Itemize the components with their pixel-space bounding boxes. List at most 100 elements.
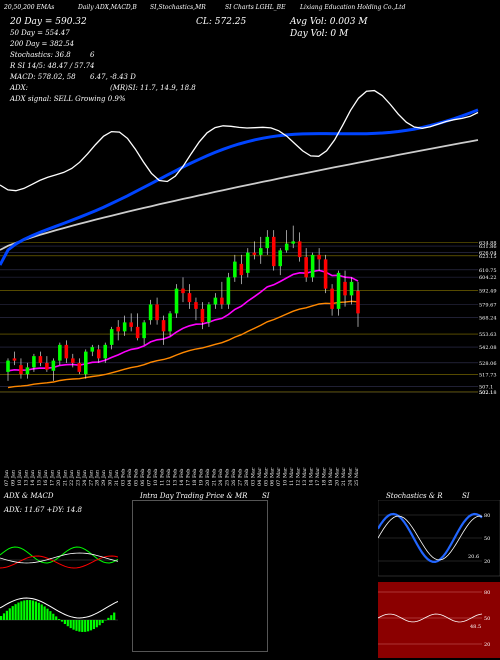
adx-signal-label: ADX signal: SELL Growing 0.9% [9,95,126,103]
date-label: 07 Feb [147,469,153,486]
level-label: 626.04 [479,251,497,257]
date-label: 15 Jan [36,469,42,486]
candle-body [83,351,88,375]
macd-line [0,597,118,619]
date-label: 29 Jan [101,469,107,486]
chart-background [0,0,500,500]
date-label: 10 Mar [283,467,289,486]
candle-body [284,243,289,251]
date-label: 07 Jan [4,469,10,486]
macd-bar [49,611,52,620]
rsi-label: R SI 14/5: 48.47 / 57.74 [9,62,94,70]
ema50-line [0,108,479,266]
level-label: 610.75 [479,268,497,274]
bb-line [7,269,359,372]
stoch-k: 6 [90,51,95,59]
date-label: 20 Feb [205,469,211,486]
date-label: 13 Feb [173,469,179,486]
candle-body [233,261,237,278]
candle-body [19,365,23,375]
macd-bar [107,617,110,620]
date-label: 24 Jan [82,469,88,486]
candle-body [168,313,172,332]
date-label: 11 Mar [289,467,295,486]
stoch-plot: 80 50 20 20.6 [378,512,490,565]
macd-bar [11,606,14,620]
ema200-line [0,139,479,251]
date-label: 17 Mar [315,467,321,486]
candle-body [142,322,146,339]
macd-bar [52,613,55,620]
level-label: 553.63 [479,332,497,338]
date-label: 18 Mar [322,467,328,486]
macd-bar [17,602,20,620]
macd-bar [63,620,66,625]
candle-body [297,241,302,258]
macd-bar [55,616,58,620]
macd-bar [110,615,113,620]
stoch-value: 20.6 [468,554,479,560]
macd-bar [37,602,40,620]
level-label: 634.88 [479,241,497,247]
macd-bar [26,600,29,620]
candle-body [32,356,36,368]
candle-body [271,236,276,267]
stoch-rsi-title-suffix: SI [462,492,470,500]
adx-legend: ADX: 11.67 +DY: 14.8 [3,506,82,514]
date-label: 24 Feb [218,469,224,486]
candle-body [226,277,231,305]
date-label: 13 Jan [23,469,29,486]
level-label: 623.15 [479,254,497,260]
macd-label-2: 6.47, -8.43 D [90,73,136,81]
level-label: 604.22 [479,275,497,281]
candle-body [343,281,347,296]
macd-bar [66,620,69,627]
intraday-panel [132,500,268,652]
date-label: 05 Mar [263,467,269,486]
macd-bar [29,600,32,620]
rsi-frame [378,582,500,658]
macd-bar [5,610,8,620]
candle-body [96,349,101,359]
candle-body [194,302,198,309]
candle-body [317,254,321,260]
candle-body [109,329,114,345]
header-title-2: SI,Stochastics,MR [150,4,206,11]
level-label: 507.1 [479,384,493,390]
date-label: 27 Jan [88,469,94,486]
candle-body [213,297,218,305]
date-label: 12 Mar [296,467,302,486]
stoch-k-line [378,512,483,564]
candle-body [304,257,308,278]
candle-body [38,356,43,363]
mrsi-label: (MR)SI: 11.7, 14.9, 18.8 [110,84,196,92]
main-price-chart: 20,50,200 EMAs Daily ADX,MACD,B SI,Stochas… [0,0,500,500]
candle-body [310,254,315,278]
rsi-tick: 20 [484,642,490,648]
date-label: 14 Feb [179,469,185,486]
macd-bar [58,619,61,620]
candle-body [58,344,62,361]
candle-body [71,358,75,363]
header-title-4: Lixiang Education Holding Co.,Ltd [299,4,406,11]
date-label: 24 Mar [348,467,354,486]
macd-bar [84,620,87,632]
macd-bar [2,613,6,620]
date-label: 20 Jan [56,469,62,486]
candle-body [6,360,10,372]
candle-body [12,358,17,361]
candle-body [258,248,263,255]
macd-bar [113,612,116,620]
date-label: 13 Mar [302,467,308,486]
intraday-title: Intra Day Trading Price & MR [140,492,248,500]
candle-body [64,344,69,359]
candle-body [330,288,334,309]
stoch-tick: 50 [484,536,490,542]
stoch-rsi-title: Stochastics & R [386,492,443,500]
candle-body [103,344,108,359]
macd-bar [8,608,11,620]
candle-body [323,259,328,289]
ema20-label: 20 Day = 590.32 [9,17,87,27]
candle-body [25,367,30,375]
